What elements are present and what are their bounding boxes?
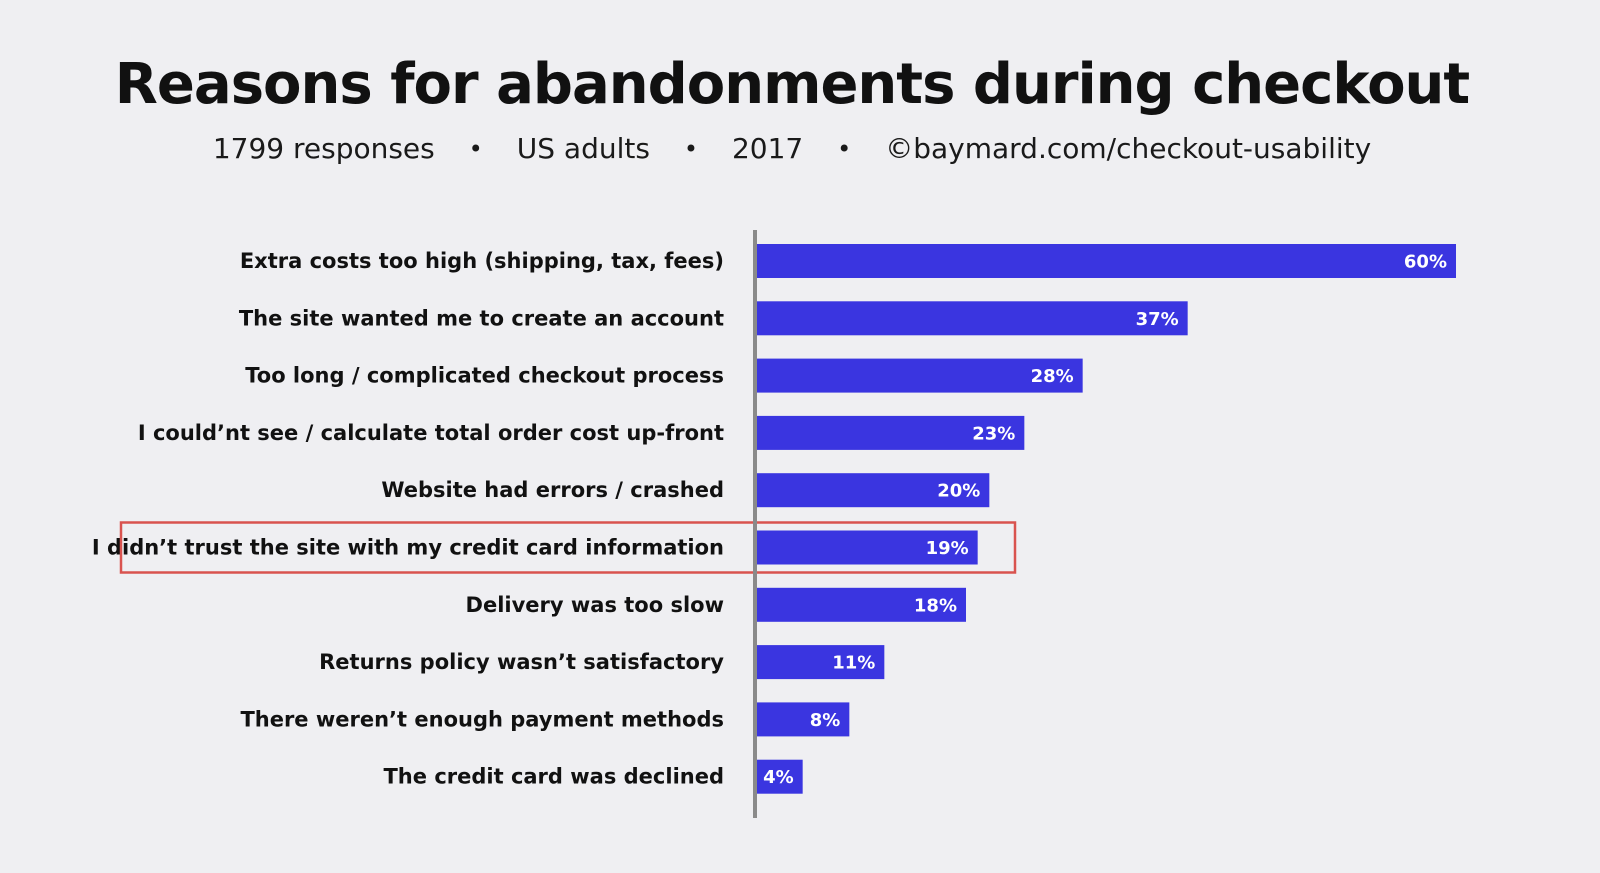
value-label: 8% bbox=[810, 710, 841, 731]
category-label: Returns policy wasn’t satisfactory bbox=[319, 650, 724, 674]
value-label: 18% bbox=[914, 595, 957, 616]
bar bbox=[756, 645, 885, 680]
value-label: 37% bbox=[1136, 309, 1179, 330]
subtitle-separator: • bbox=[468, 134, 483, 163]
bar bbox=[756, 473, 990, 508]
subtitle-separator: • bbox=[683, 134, 699, 163]
bar bbox=[756, 702, 850, 737]
category-label: I could’nt see / calculate total order c… bbox=[138, 421, 724, 445]
value-label: 28% bbox=[1031, 366, 1074, 387]
bar bbox=[756, 415, 1025, 450]
category-label: The site wanted me to create an account bbox=[239, 306, 724, 330]
bar bbox=[756, 244, 1456, 278]
chart-subtitle: 1799 responses • US adults • 2017 • ©bay… bbox=[0, 132, 1584, 165]
value-label: 11% bbox=[832, 653, 875, 674]
category-label: Extra costs too high (shipping, tax, fee… bbox=[240, 249, 724, 273]
bar bbox=[756, 759, 803, 794]
subtitle-source: ©baymard.com/checkout-usability bbox=[885, 132, 1372, 165]
subtitle-responses: 1799 responses bbox=[212, 132, 435, 165]
value-label: 20% bbox=[937, 481, 980, 502]
subtitle-separator: • bbox=[837, 134, 852, 163]
category-label: Too long / complicated checkout process bbox=[245, 364, 724, 388]
category-label: Delivery was too slow bbox=[466, 593, 724, 617]
chart-title: Reasons for abandonments during checkout bbox=[114, 52, 1470, 117]
bar bbox=[756, 587, 966, 622]
category-label: I didn’t trust the site with my credit c… bbox=[92, 536, 724, 560]
highlight-box bbox=[119, 521, 1017, 574]
bar bbox=[756, 530, 978, 565]
value-label: 4% bbox=[763, 767, 794, 788]
subtitle-population: US adults bbox=[516, 132, 650, 165]
bar bbox=[756, 358, 1083, 393]
value-label: 19% bbox=[926, 538, 969, 559]
value-label: 23% bbox=[972, 423, 1015, 444]
category-label: The credit card was declined bbox=[383, 765, 724, 789]
subtitle-year: 2017 bbox=[731, 132, 804, 165]
category-label: There weren’t enough payment methods bbox=[240, 707, 724, 731]
bar bbox=[756, 301, 1188, 336]
value-label: 60% bbox=[1404, 252, 1447, 273]
category-label: Website had errors / crashed bbox=[381, 478, 724, 502]
